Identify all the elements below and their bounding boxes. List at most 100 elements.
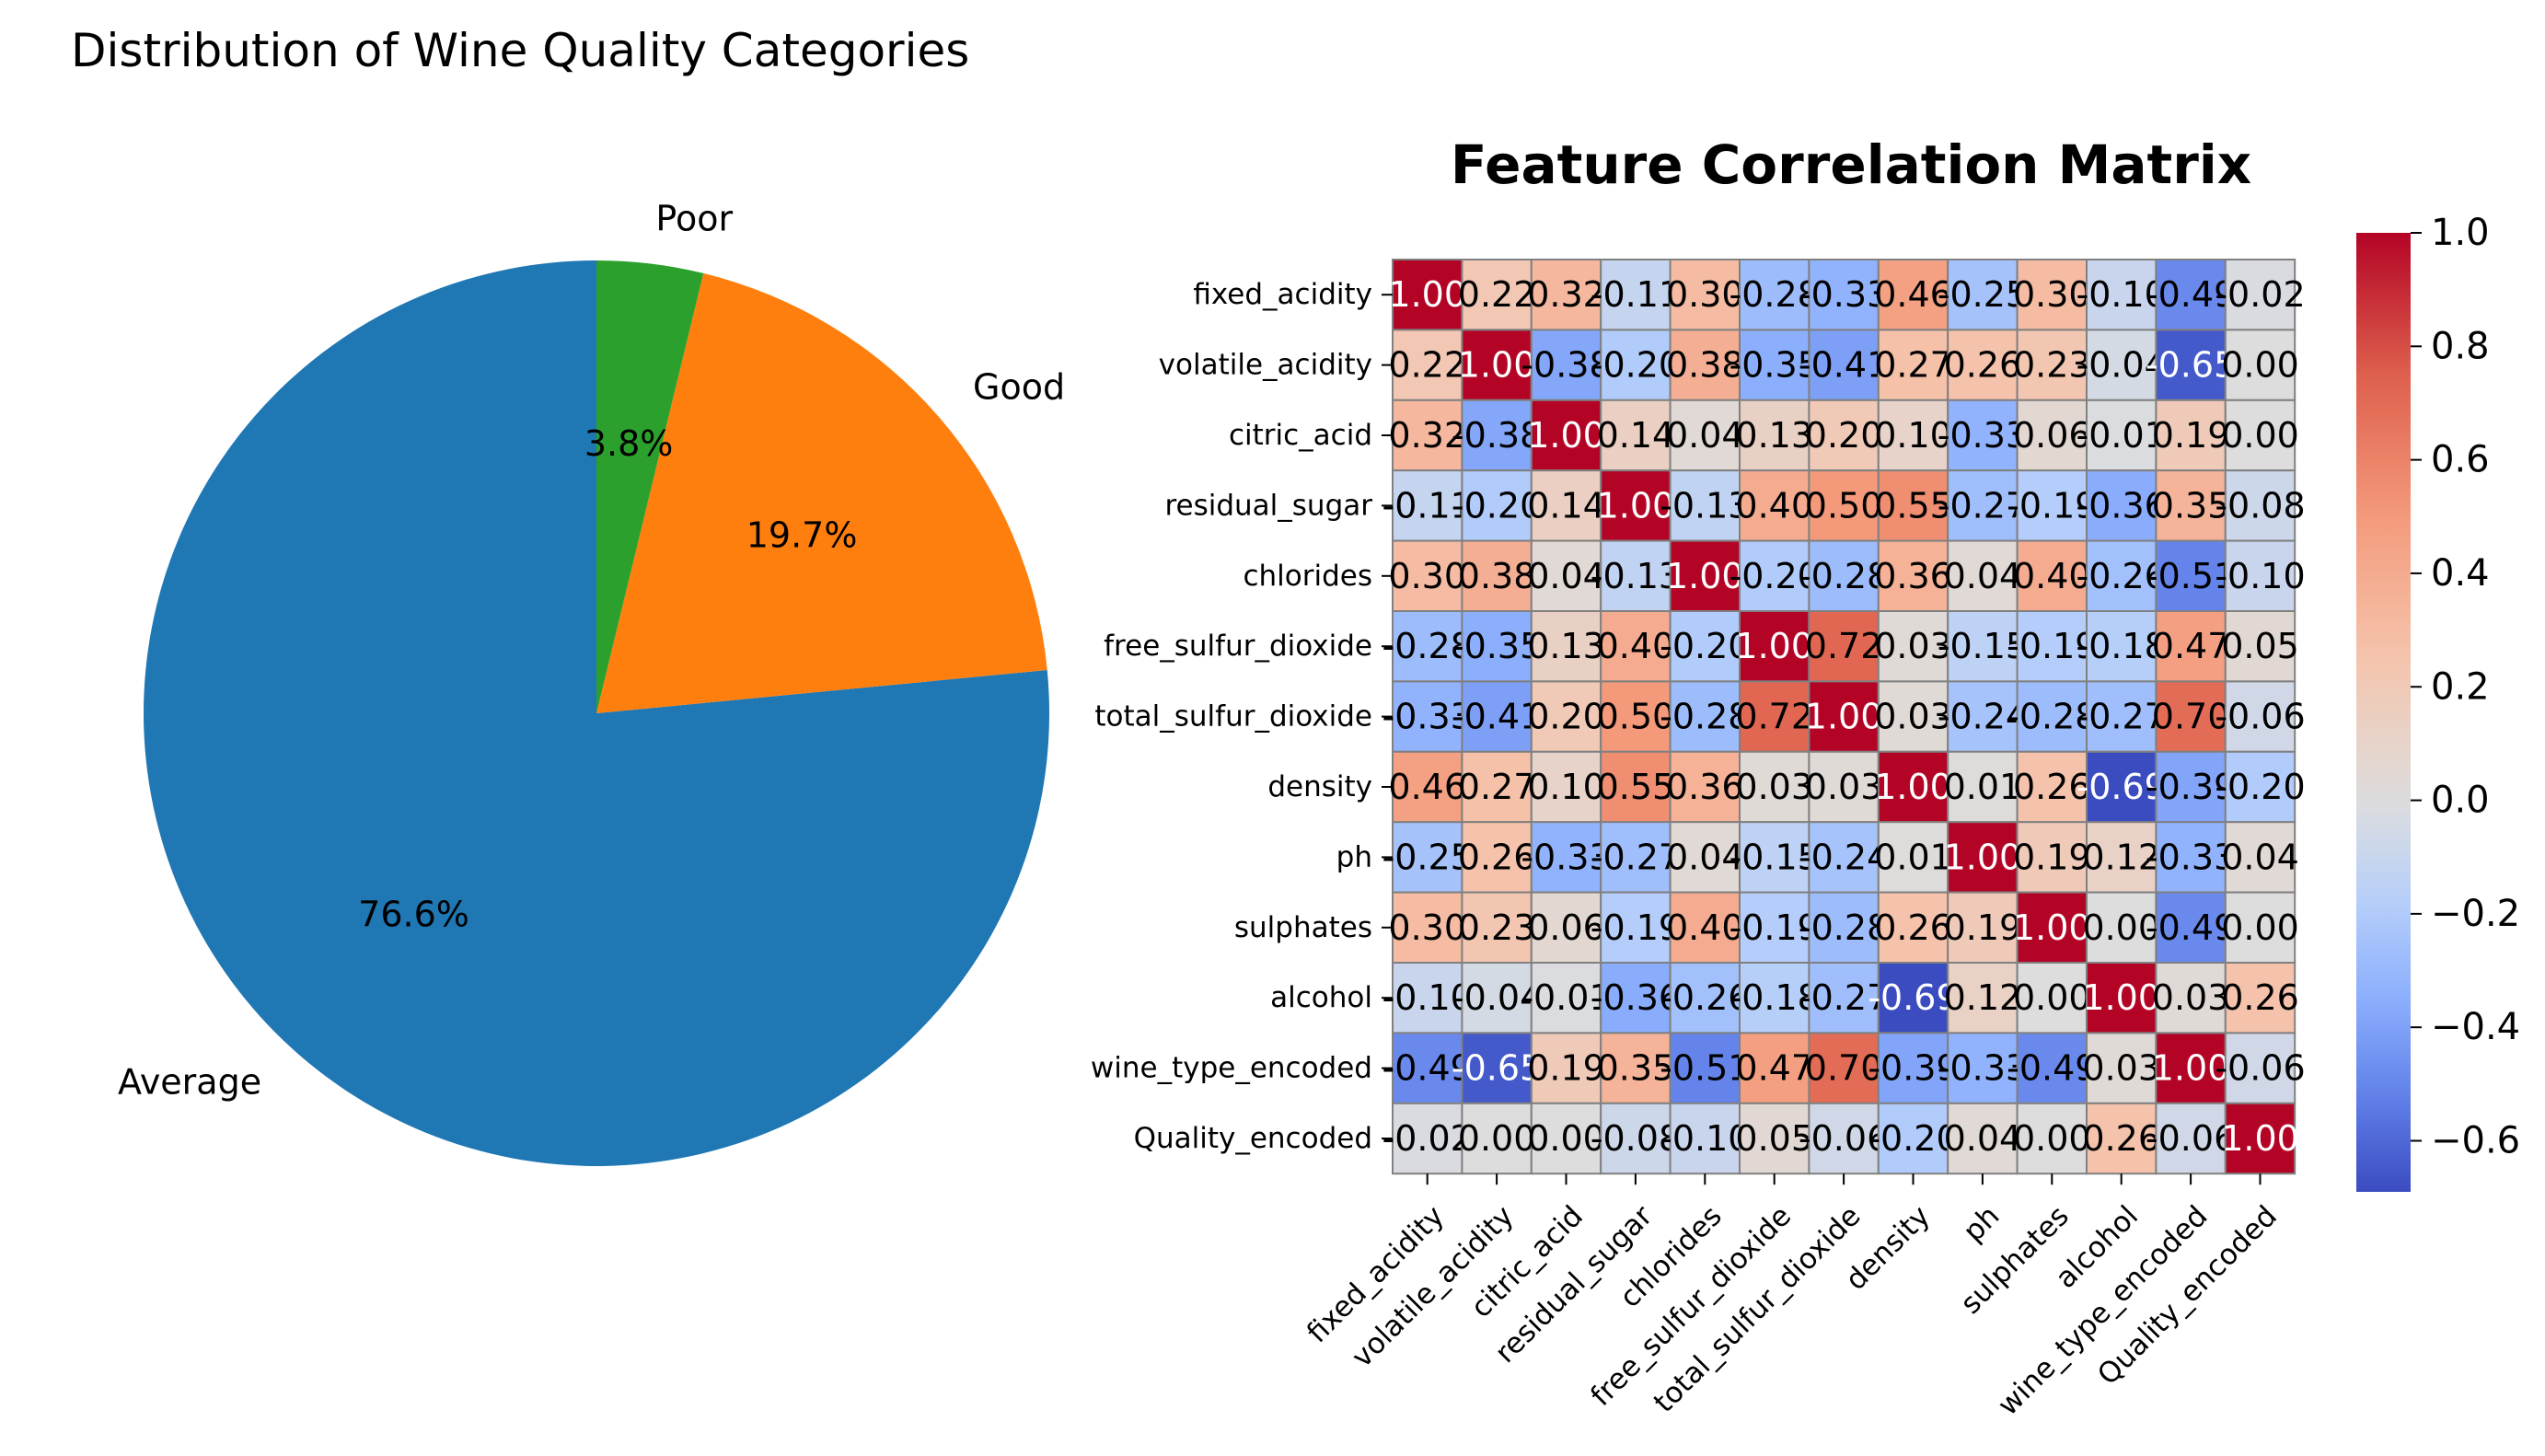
heatmap-cell: [1669, 610, 1741, 683]
heatmap-cell-value: 0.03: [2152, 977, 2230, 1018]
colorbar-tick-label: 0.4: [2431, 552, 2490, 595]
heatmap-cell-value: 0.00: [1458, 1118, 1536, 1159]
heatmap-cell: [1947, 891, 2019, 964]
heatmap-cell-value: -0.19: [2007, 626, 2097, 666]
heatmap-cell-value: -0.27: [1799, 977, 1889, 1018]
heatmap-cell-value: -0.20: [1591, 345, 1681, 386]
heatmap-cell-value: -0.39: [2146, 767, 2236, 807]
y-tick-label-quality-encoded: Quality_encoded: [1134, 1122, 1372, 1155]
heatmap-cell-value: -0.06: [2146, 1118, 2236, 1159]
heatmap-cell-value: -0.01: [1521, 977, 1611, 1018]
heatmap-cell-value: -0.26: [1660, 977, 1750, 1018]
heatmap-cell-value: -0.04: [1452, 977, 1542, 1018]
heatmap-cell-value: -0.20: [2215, 767, 2305, 807]
pie-slice-average: [144, 260, 1050, 1166]
heatmap-cell-value: 0.55: [1874, 485, 1952, 526]
heatmap-cell-value: 0.05: [2221, 626, 2299, 666]
correlation-heatmap: Feature Correlation Matrix 1.000.220.32-…: [1091, 133, 2520, 1422]
heatmap-cell-value: 0.03: [1874, 697, 1952, 737]
heatmap-cell-value: -0.49: [2146, 907, 2236, 948]
heatmap-cell-value: 0.26: [1944, 345, 2022, 386]
heatmap-cell-value: 1.00: [1805, 697, 1883, 737]
heatmap-cell-value: -0.20: [1660, 626, 1750, 666]
y-tick-label-density: density: [1267, 770, 1372, 803]
y-tick-label-free-sulfur-dioxide: free_sulfur_dioxide: [1104, 630, 1372, 663]
heatmap-cell-value: 0.01: [1944, 767, 2022, 807]
heatmap-cell: [1461, 750, 1533, 824]
heatmap-cell-value: -0.11: [1382, 485, 1473, 526]
heatmap-cell-value: 0.13: [1527, 626, 1605, 666]
heatmap-cell: [1461, 891, 1533, 964]
heatmap-cell: [1877, 399, 1949, 472]
heatmap-cell-value: -0.19: [1591, 907, 1681, 948]
heatmap-cell: [1739, 750, 1810, 824]
heatmap-cell-value: 0.01: [1874, 837, 1952, 877]
heatmap-cell-value: 0.14: [1527, 485, 1605, 526]
heatmap-cell-value: 1.00: [2082, 977, 2160, 1018]
heatmap-cell: [2224, 399, 2296, 472]
heatmap-cell: [1530, 962, 1602, 1034]
heatmap-cell: [1808, 891, 1880, 964]
heatmap-cell-value: -0.51: [1660, 1048, 1750, 1089]
heatmap-cell-value: 0.22: [1458, 274, 1536, 315]
heatmap-cell: [1947, 1102, 2019, 1175]
heatmap-cell: [2086, 962, 2157, 1034]
heatmap-cell-value: 0.72: [1735, 697, 1813, 737]
y-tick-label-chlorides: chlorides: [1243, 560, 1372, 593]
heatmap-cell: [2086, 539, 2157, 612]
heatmap-cell: [1947, 750, 2019, 824]
heatmap-cell-value: 0.27: [1874, 345, 1952, 386]
heatmap-cell-value: 0.04: [2221, 837, 2299, 877]
heatmap-cell-value: 0.35: [1597, 1048, 1675, 1089]
heatmap-cell-value: 0.30: [1388, 556, 1466, 596]
heatmap-cell: [1461, 610, 1533, 683]
heatmap-cell-value: 0.00: [2221, 345, 2299, 386]
heatmap-cell-value: 0.36: [1874, 556, 1952, 596]
heatmap-cell-value: -0.28: [1799, 556, 1889, 596]
heatmap-cell-value: -0.20: [1729, 556, 1820, 596]
heatmap-cell-value: 0.19: [2013, 837, 2091, 877]
heatmap-cell-value: 0.04: [1666, 415, 1744, 456]
colorbar-tick-label: 0.0: [2431, 780, 2490, 822]
heatmap-cell: [2224, 329, 2296, 401]
heatmap-cell: [2086, 610, 2157, 683]
heatmap-cell-value: 0.46: [1874, 274, 1952, 315]
heatmap-cell-value: -0.19: [1729, 907, 1820, 948]
heatmap-cell-value: 0.32: [1388, 415, 1466, 456]
heatmap-cell: [2016, 610, 2088, 683]
heatmap-cell-value: 0.23: [1458, 907, 1536, 948]
heatmap-cell-value: 0.38: [1666, 345, 1744, 386]
heatmap-cell-value: 1.00: [1666, 556, 1744, 596]
heatmap-cell: [2224, 539, 2296, 612]
heatmap-cell: [2155, 750, 2227, 824]
heatmap-cell-value: 0.50: [1805, 485, 1883, 526]
pie-slice-good: [596, 272, 1047, 713]
heatmap-cell: [2086, 329, 2157, 401]
heatmap-cell: [2016, 329, 2088, 401]
heatmap-cell-value: -0.69: [2076, 767, 2167, 807]
heatmap-cell-value: -0.25: [1382, 837, 1473, 877]
heatmap-cell: [2016, 680, 2088, 753]
heatmap-cell-value: 1.00: [1944, 837, 2022, 877]
heatmap-cell-value: 0.04: [1944, 556, 2022, 596]
heatmap-cell-value: 0.32: [1527, 274, 1605, 315]
heatmap-cell: [1461, 329, 1533, 401]
heatmap-cell: [1947, 821, 2019, 894]
heatmap-cell-value: -0.39: [1868, 1048, 1958, 1089]
heatmap-cell-value: 0.00: [2221, 907, 2299, 948]
heatmap-cell-value: 0.04: [1666, 837, 1744, 877]
heatmap-cell-value: 0.03: [2082, 1048, 2160, 1089]
heatmap-cell: [2155, 1102, 2227, 1175]
heatmap-cell-value: 0.35: [2152, 485, 2230, 526]
heatmap-cell-value: 0.00: [2013, 1118, 2091, 1159]
heatmap-cell-value: 0.00: [2013, 977, 2091, 1018]
heatmap-cell-value: 0.47: [2152, 626, 2230, 666]
heatmap-cell-value: 1.00: [2152, 1048, 2230, 1089]
heatmap-cell: [1739, 469, 1810, 542]
heatmap-cell: [1530, 1102, 1602, 1175]
colorbar-gradient: [2356, 233, 2411, 1192]
heatmap-cell-value: -0.26: [2076, 556, 2167, 596]
heatmap-cell: [2016, 750, 2088, 824]
heatmap-cell-value: -0.08: [1591, 1118, 1681, 1159]
heatmap-cell: [1461, 1032, 1533, 1104]
